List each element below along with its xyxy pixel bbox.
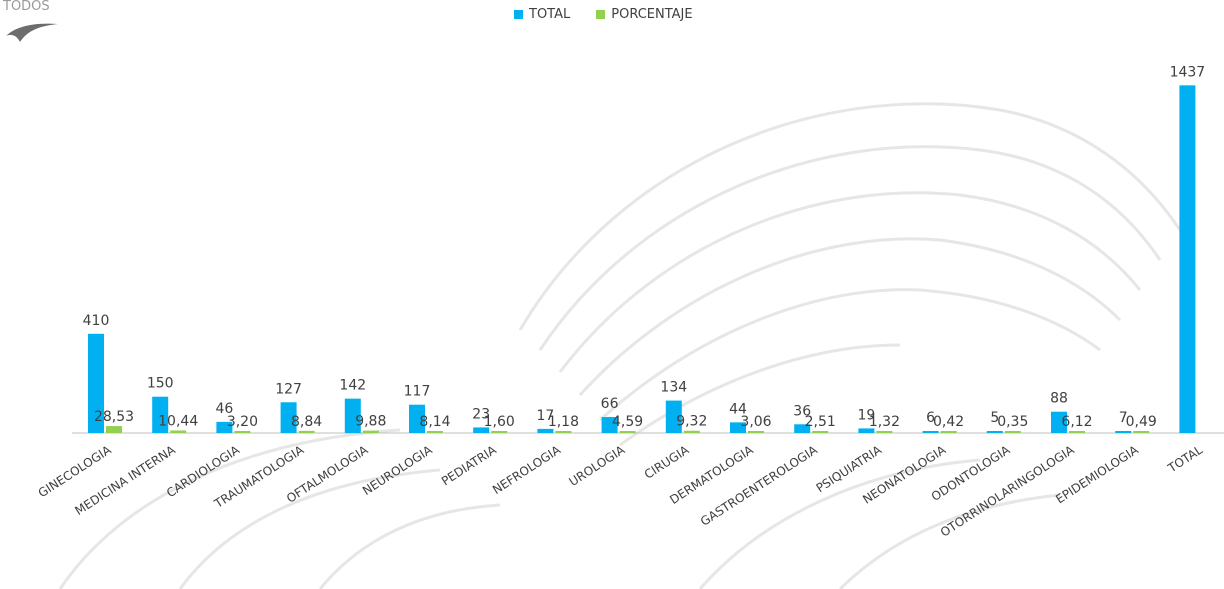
bar-porcentaje-5	[427, 431, 443, 433]
logo-bird-mark	[6, 23, 58, 42]
bar-total-15	[1051, 411, 1067, 433]
bar-total-3	[280, 402, 297, 433]
data-label-porcentaje-7: 1,18	[548, 414, 579, 430]
bar-total-16	[1115, 431, 1132, 433]
bar-porcentaje-14	[1004, 431, 1021, 433]
bar-porcentaje-15	[1069, 431, 1085, 433]
bar-porcentaje-7	[555, 431, 572, 433]
data-label-total-6: 23	[472, 406, 490, 422]
data-label-porcentaje-3: 8,84	[291, 414, 322, 430]
x-tick-label-8: UROLOGIA	[566, 442, 627, 489]
bar-porcentaje-10	[748, 431, 764, 433]
bar-total-10	[730, 422, 746, 433]
data-label-total-7: 17	[536, 408, 554, 424]
bar-total-7	[537, 428, 554, 433]
data-label-porcentaje-9: 9,32	[676, 414, 707, 430]
bar-porcentaje-1	[170, 430, 187, 433]
data-label-porcentaje-10: 3,06	[740, 414, 771, 430]
series-total	[88, 85, 1196, 433]
data-label-porcentaje-2: 3,20	[227, 414, 258, 430]
data-label-porcentaje-12: 1,32	[869, 414, 900, 430]
bar-total-4	[344, 398, 361, 433]
bar-porcentaje-3	[298, 430, 315, 433]
bar-total-5	[409, 404, 425, 433]
bar-total-17	[1179, 85, 1196, 433]
bar-total-6	[473, 427, 490, 433]
data-label-total-16: 7	[1119, 410, 1128, 426]
data-label-porcentaje-16: 0,49	[1126, 414, 1157, 430]
x-tick-label-17: TOTAL	[1165, 443, 1206, 476]
data-label-total-9: 134	[660, 380, 687, 396]
data-label-porcentaje-0: 28,53	[94, 409, 134, 425]
bar-total-8	[601, 417, 618, 433]
legend-item-total: TOTAL	[514, 7, 570, 22]
bar-porcentaje-11	[812, 431, 829, 433]
x-tick-label-6: PEDIATRIA	[439, 442, 500, 488]
data-label-porcentaje-1: 10,44	[158, 413, 198, 429]
data-label-porcentaje-15: 6,12	[1061, 414, 1092, 430]
x-tick-label-11: GASTROENTEROLOGIA	[698, 442, 821, 528]
data-label-porcentaje-13: 0,42	[933, 414, 964, 430]
bar-porcentaje-9	[683, 430, 700, 433]
legend-swatch-porcentaje	[596, 10, 606, 19]
bar-total-13	[922, 431, 939, 433]
data-label-porcentaje-8: 4,59	[612, 414, 643, 430]
bar-porcentaje-2	[234, 431, 251, 433]
data-label-total-8: 66	[601, 396, 619, 412]
bar-porcentaje-16	[1133, 431, 1150, 433]
data-label-total-11: 36	[793, 403, 811, 419]
data-label-total-14: 5	[990, 410, 999, 426]
bar-total-1	[152, 396, 169, 433]
x-tick-label-9: CIRUGIA	[642, 442, 692, 481]
bar-total-11	[794, 424, 811, 433]
data-label-total-2: 46	[215, 401, 233, 417]
legend-label-total: TOTAL	[529, 7, 571, 22]
bar-total-14	[986, 431, 1003, 433]
bar-porcentaje-6	[491, 431, 508, 433]
data-label-total-0: 410	[83, 313, 110, 329]
bar-total-0	[88, 333, 104, 433]
data-label-total-12: 19	[857, 407, 875, 423]
data-label-total-4: 142	[339, 378, 366, 394]
legend-label-porcentaje: PORCENTAJE	[611, 7, 693, 22]
x-tick-label-7: NEFROLOGIA	[490, 442, 564, 497]
data-label-total-3: 127	[275, 381, 302, 397]
bar-total-2	[216, 421, 233, 433]
data-label-porcentaje-5: 8,14	[419, 414, 450, 430]
data-labels: 410 28,53 150 10,44 463,20 127 8,84 142 9,88 117 8…	[83, 64, 1206, 430]
bar-porcentaje-13	[940, 431, 957, 433]
bar-porcentaje-4	[362, 430, 379, 433]
legend-item-porcentaje: PORCENTAJE	[596, 7, 693, 22]
bar-porcentaje-0	[106, 426, 122, 433]
data-label-total-5: 117	[404, 384, 431, 400]
todos-logo: TODOS	[2, 0, 58, 42]
data-label-porcentaje-11: 2,51	[805, 414, 836, 430]
data-label-total-10: 44	[729, 401, 747, 417]
data-label-porcentaje-6: 1,60	[484, 414, 515, 430]
logo-text: TODOS	[2, 0, 50, 14]
data-label-porcentaje-4: 9,88	[355, 414, 386, 430]
data-label-total-1: 150	[147, 376, 174, 392]
bar-porcentaje-8	[619, 431, 636, 433]
data-label-total-15: 88	[1050, 391, 1068, 407]
chart-legend: TOTAL PORCENTAJE	[514, 7, 693, 22]
bar-total-9	[665, 400, 682, 433]
data-label-total-13: 6	[926, 410, 935, 426]
eagle-watermark	[58, 102, 1182, 589]
series-porcentaje	[106, 426, 1150, 433]
data-label-porcentaje-14: 0,35	[997, 414, 1028, 430]
bar-porcentaje-12	[876, 431, 893, 433]
legend-swatch-total	[514, 10, 523, 19]
bar-total-12	[858, 428, 875, 433]
data-label-total-17: 1437	[1170, 64, 1206, 80]
